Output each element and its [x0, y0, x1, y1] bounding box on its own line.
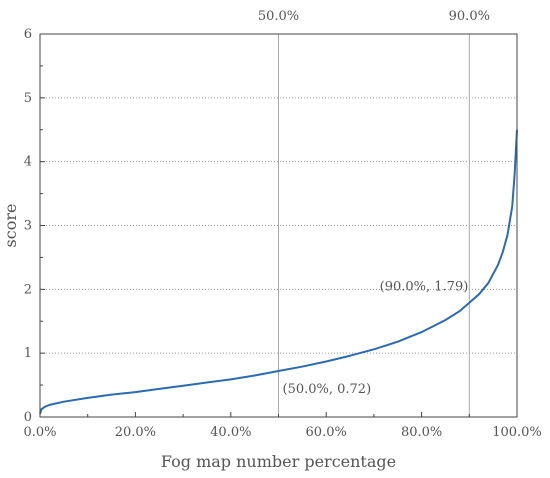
y-tick-label: 3 [24, 219, 32, 234]
data-point-annotation: (50.0%, 0.72) [283, 382, 372, 397]
data-point-annotation: (90.0%, 1.79) [380, 280, 469, 295]
y-axis-title: score [1, 204, 20, 248]
y-tick-label: 5 [24, 91, 32, 106]
y-tick-label: 4 [24, 155, 32, 170]
x-tick-label: 60.0% [306, 425, 347, 440]
axes [39, 33, 518, 418]
series-line [39, 129, 518, 415]
y-tick-label: 1 [24, 346, 32, 361]
y-tick-label: 6 [24, 27, 32, 42]
y-tick-label: 2 [24, 282, 32, 297]
x-tick-label: 20.0% [115, 425, 156, 440]
x-tick-label: 40.0% [210, 425, 251, 440]
annotations: (50.0%, 0.72) (90.0%, 1.79) [283, 280, 469, 397]
x-tick-label: 100.0% [492, 425, 542, 440]
x-tick-label: 0.0% [23, 425, 56, 440]
x-axis-title: Fog map number percentage [161, 452, 396, 471]
series-layer [39, 129, 518, 415]
reference-lines: 50.0% 90.0% [258, 9, 490, 417]
reference-line-label: 50.0% [258, 9, 299, 24]
y-tick-label: 0 [24, 410, 32, 425]
x-tick-label: 80.0% [401, 425, 442, 440]
reference-line-label: 90.0% [449, 9, 490, 24]
